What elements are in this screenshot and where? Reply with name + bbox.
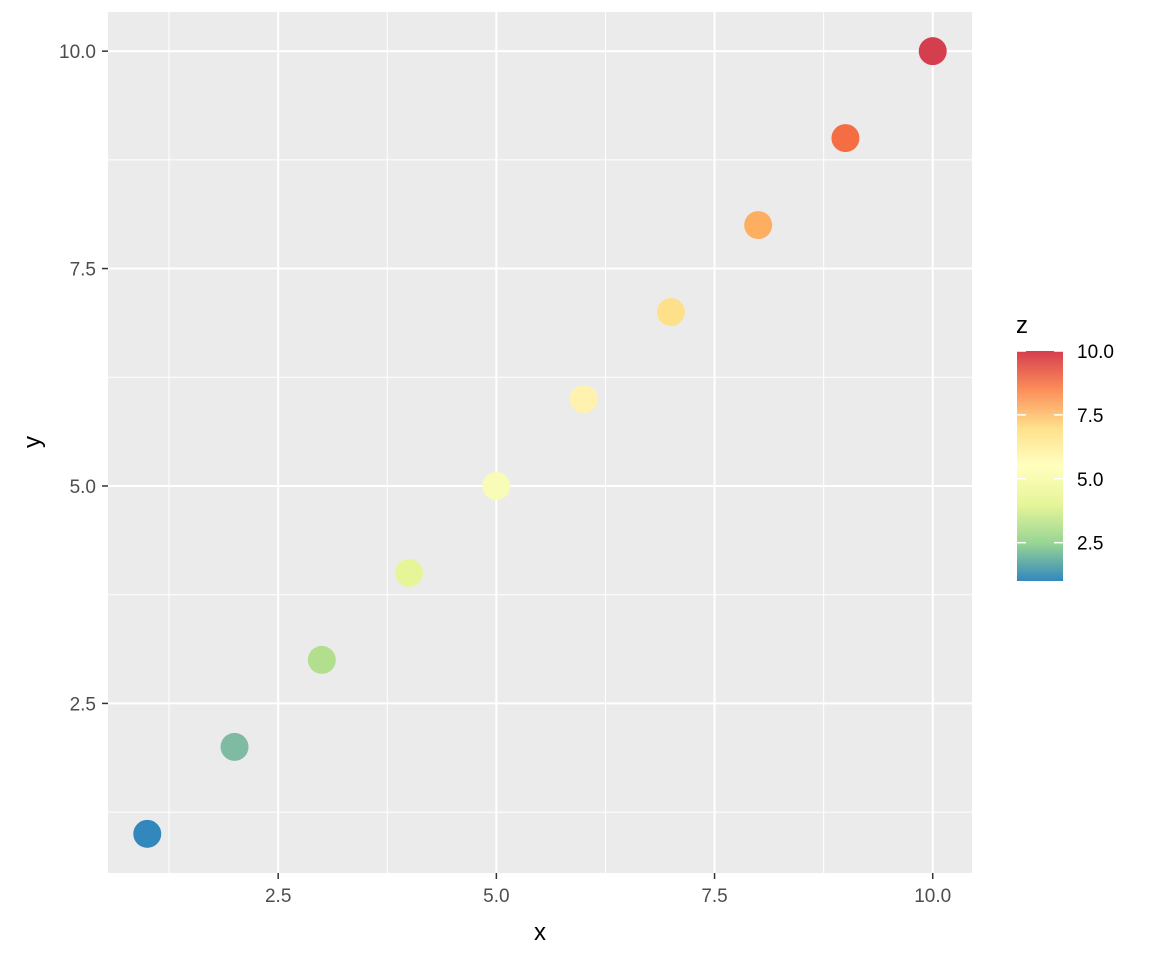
data-points xyxy=(133,37,947,848)
legend-ticks: 2.5 5.0 7.5 10.0 xyxy=(1017,342,1114,555)
panel-background xyxy=(108,12,972,873)
data-point xyxy=(395,558,424,587)
y-axis-ticks: 2.5 5.0 7.5 10.0 xyxy=(59,42,108,715)
y-axis-title: y xyxy=(19,436,46,448)
data-point xyxy=(831,124,860,153)
data-point xyxy=(133,819,162,848)
x-tick-label: 7.5 xyxy=(701,886,727,907)
y-tick-label: 7.5 xyxy=(70,260,96,281)
y-tick-label: 10.0 xyxy=(59,42,96,63)
data-point xyxy=(569,385,598,414)
x-axis-title: x xyxy=(534,919,546,946)
data-point xyxy=(220,732,249,761)
data-point xyxy=(918,37,947,66)
legend-colorbar xyxy=(1017,351,1063,581)
data-point xyxy=(656,298,685,327)
y-tick-label: 2.5 xyxy=(70,694,96,715)
x-tick-label: 10.0 xyxy=(914,886,951,907)
data-point xyxy=(482,471,511,500)
x-tick-label: 5.0 xyxy=(483,886,509,907)
legend-tick-label: 2.5 xyxy=(1077,534,1103,555)
legend-tick-label: 7.5 xyxy=(1077,406,1103,427)
major-gridlines xyxy=(108,12,972,873)
x-axis-ticks: 2.5 5.0 7.5 10.0 xyxy=(265,873,951,907)
color-legend: z 2.5 5.0 7.5 10.0 xyxy=(1016,312,1114,581)
minor-gridlines xyxy=(108,12,972,873)
legend-title: z xyxy=(1016,312,1028,339)
data-point xyxy=(744,211,773,240)
y-tick-label: 5.0 xyxy=(70,477,96,498)
data-point xyxy=(307,645,336,674)
legend-tick-label: 10.0 xyxy=(1077,342,1114,363)
legend-tick-label: 5.0 xyxy=(1077,470,1103,491)
x-tick-label: 2.5 xyxy=(265,886,291,907)
